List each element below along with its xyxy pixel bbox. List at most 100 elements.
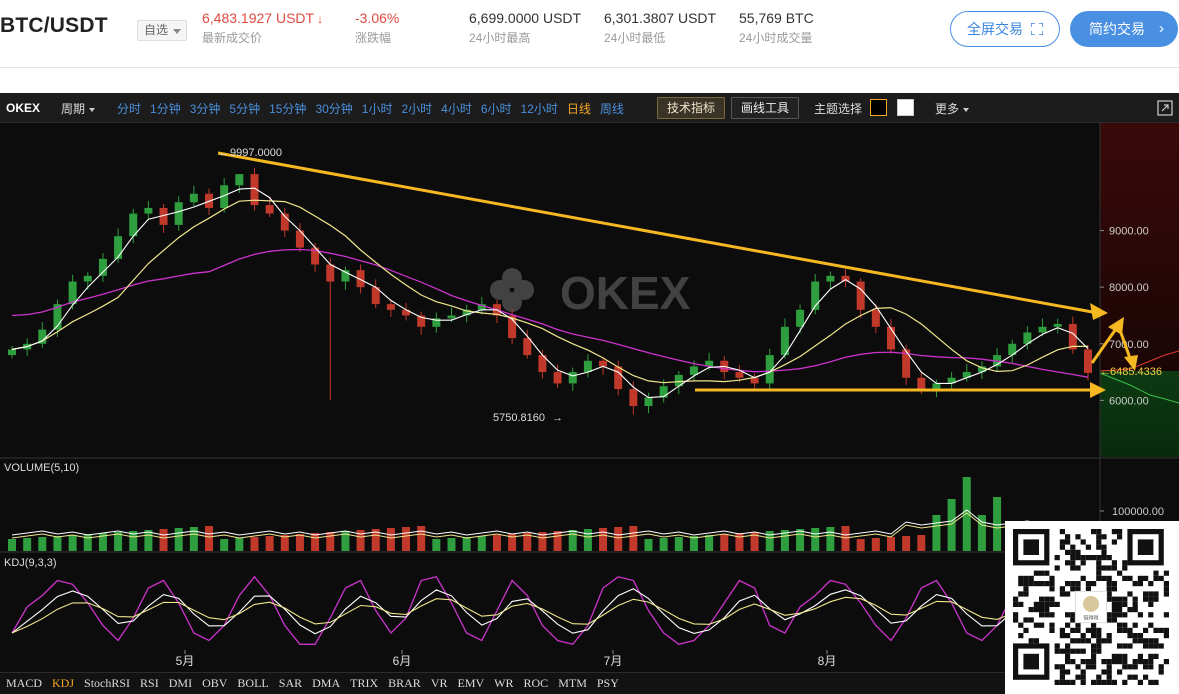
- period-dropdown[interactable]: 周期: [61, 100, 96, 117]
- interval-tab[interactable]: 4小时: [441, 102, 472, 116]
- indicator-tab[interactable]: RSI: [140, 676, 159, 690]
- interval-tab[interactable]: 日线: [566, 102, 591, 116]
- candle-body: [629, 389, 638, 407]
- qr-module: [1148, 638, 1154, 644]
- candle-body: [432, 318, 441, 327]
- interval-tab[interactable]: 12小时: [520, 102, 558, 116]
- volume-bar: [735, 533, 744, 551]
- volume-bar: [189, 527, 198, 551]
- interval-tab[interactable]: 周线: [599, 102, 624, 116]
- candle-body: [386, 304, 395, 310]
- interval-tab[interactable]: 5分钟: [229, 102, 261, 116]
- qr-module: [1122, 679, 1128, 685]
- qr-module: [1075, 664, 1081, 670]
- indicator-tab[interactable]: OBV: [202, 676, 228, 690]
- indicator-tab[interactable]: EMV: [457, 676, 485, 690]
- last-price-label: 最新成交价: [202, 31, 263, 45]
- technical-indicators-button[interactable]: 技术指标: [657, 97, 726, 119]
- qr-module: [1033, 570, 1039, 576]
- qr-module: [1065, 581, 1071, 587]
- volume-bar: [220, 539, 229, 551]
- qr-module: [1122, 596, 1128, 602]
- qr-module: [1080, 560, 1086, 566]
- qr-module: [1158, 575, 1164, 581]
- qr-module: [1091, 648, 1097, 654]
- volume-bar: [932, 515, 941, 551]
- qr-module: [1111, 679, 1117, 685]
- candle-body: [68, 281, 77, 305]
- candle-body: [1053, 323, 1062, 327]
- indicator-tab[interactable]: DMI: [168, 676, 193, 690]
- indicator-tab[interactable]: MACD: [6, 676, 43, 690]
- qr-module: [1085, 581, 1091, 587]
- interval-tab[interactable]: 1小时: [361, 102, 393, 116]
- simple-trade-button[interactable]: 简约交易 ›: [1070, 11, 1178, 47]
- candle-body: [599, 360, 608, 367]
- indicator-tab[interactable]: WR: [494, 676, 514, 690]
- qr-module: [1111, 612, 1117, 618]
- volume-bars: [8, 477, 1092, 551]
- qr-module: [1096, 633, 1102, 639]
- low-stat: 6,301.3807 USDT 24小时最低: [604, 10, 716, 46]
- qr-module: [1091, 679, 1097, 685]
- drawing-tools-button[interactable]: 画线工具: [731, 97, 800, 119]
- more-dropdown[interactable]: 更多: [935, 100, 970, 117]
- candle-body: [189, 193, 198, 203]
- qr-module: [1091, 627, 1097, 633]
- qr-module: [1106, 638, 1112, 644]
- candle-body: [144, 207, 153, 214]
- low-value: 6,301.3807 USDT: [604, 10, 717, 26]
- indicator-tabs: MACD KDJ StochRSI RSI DMI OBV BOLL SAR DMA TRIX BR…: [0, 672, 1179, 694]
- qr-module: [1059, 586, 1065, 592]
- dark-theme-swatch[interactable]: [870, 99, 887, 116]
- candle-body: [220, 185, 229, 208]
- interval-tab[interactable]: 3分钟: [189, 102, 221, 116]
- qr-module: [1044, 601, 1050, 607]
- chart-area[interactable]: 9000.00 8000.00 7000.00 6000.00 OKEX ← 9997.0…: [0, 123, 1179, 694]
- indicator-tab[interactable]: VR: [430, 676, 448, 690]
- interval-tab[interactable]: 2小时: [401, 102, 433, 116]
- qr-module: [1127, 575, 1133, 581]
- qr-module: [1028, 638, 1034, 644]
- interval-tab[interactable]: 15分钟: [269, 102, 307, 116]
- qr-module: [1111, 617, 1117, 623]
- volume-bar: [659, 538, 668, 551]
- ma-mid-line: [11, 199, 1089, 384]
- indicator-tab[interactable]: StochRSI: [84, 676, 131, 690]
- indicator-tab[interactable]: KDJ: [52, 676, 75, 690]
- indicator-tab[interactable]: BRAR: [388, 676, 421, 690]
- interval-tab[interactable]: 1分钟: [150, 102, 181, 116]
- qr-module: [1013, 596, 1019, 602]
- volume-bar: [886, 537, 895, 551]
- interval-tab[interactable]: 分时: [117, 102, 142, 116]
- indicator-tab[interactable]: ROC: [523, 676, 549, 690]
- fullscreen-trade-button[interactable]: 全屏交易: [950, 11, 1060, 47]
- qr-module: [1091, 653, 1097, 659]
- qr-module: [1106, 659, 1112, 665]
- indicator-tab[interactable]: TRIX: [350, 676, 379, 690]
- fullscreen-icon[interactable]: [1157, 100, 1173, 116]
- volume-panel-label: VOLUME(5,10): [4, 462, 79, 474]
- indicator-tab[interactable]: SAR: [278, 676, 303, 690]
- qr-module: [1070, 555, 1076, 561]
- indicator-tab[interactable]: MTM: [558, 676, 587, 690]
- interval-tabs: 分时 1分钟 3分钟 5分钟 15分钟 30分钟 1小时 2小时 4小时 6小时 12小时 日线 周线: [117, 100, 633, 117]
- qr-module: [1033, 581, 1039, 587]
- qr-module: [1049, 596, 1055, 602]
- volume-bar: [83, 534, 92, 551]
- interval-tab[interactable]: 6小时: [480, 102, 512, 116]
- x-tick-label: 5月: [176, 654, 195, 668]
- indicator-tab[interactable]: BOLL: [237, 676, 269, 690]
- qr-module: [1028, 607, 1034, 613]
- qr-module: [1075, 674, 1081, 680]
- favorite-dropdown[interactable]: 自选: [137, 20, 187, 41]
- indicator-tab[interactable]: DMA: [312, 676, 341, 690]
- light-theme-swatch[interactable]: [897, 99, 914, 116]
- qr-module: [1096, 648, 1102, 654]
- qr-module: [1122, 560, 1128, 566]
- qr-module: [1085, 544, 1091, 550]
- indicator-tab[interactable]: PSY: [596, 676, 619, 690]
- qr-module: [1091, 529, 1097, 535]
- candle-body: [235, 174, 244, 186]
- interval-tab[interactable]: 30分钟: [315, 102, 353, 116]
